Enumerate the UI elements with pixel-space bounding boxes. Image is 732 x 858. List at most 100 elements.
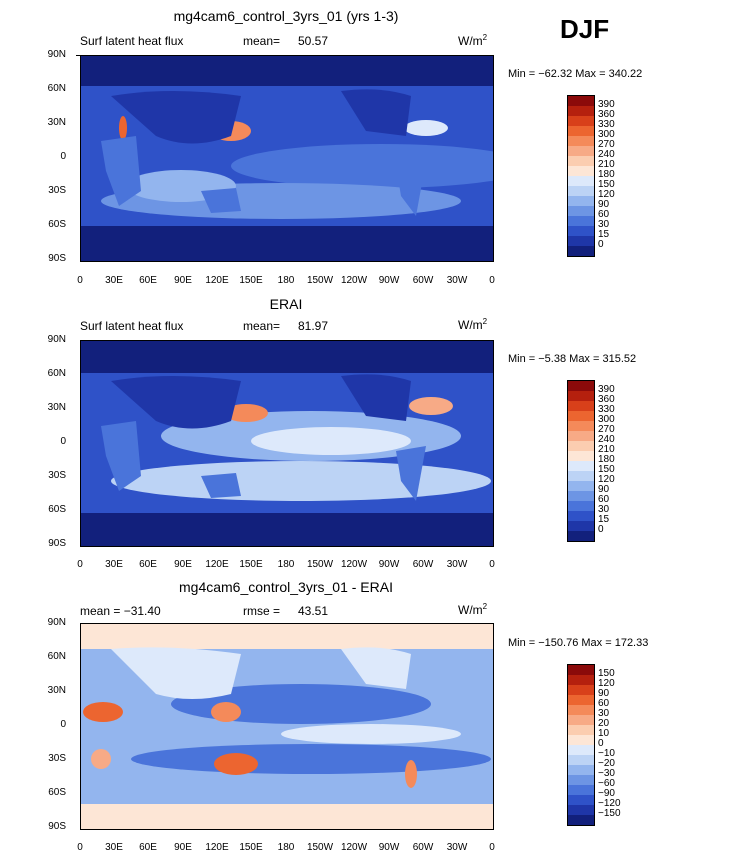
panel3-xtick: 90E — [174, 842, 192, 853]
colorbar-swatch — [568, 96, 594, 106]
colorbar-swatch — [568, 685, 594, 695]
panel2-eurasia — [111, 376, 241, 429]
panel1-title: mg4cam6_control_3yrs_01 (yrs 1-3) — [173, 8, 399, 24]
panel3-rmse-value: 43.51 — [298, 604, 329, 618]
colorbar-level-label: 180 — [598, 169, 615, 180]
panel1-xtick: 120E — [205, 275, 229, 286]
panel3-australia — [214, 753, 258, 775]
colorbar-level-label: 240 — [598, 149, 615, 160]
panel3-xtick: 60E — [139, 842, 157, 853]
colorbar-swatch — [568, 461, 594, 471]
colorbar-swatch — [568, 491, 594, 501]
panel1-xtick: 90W — [378, 275, 400, 286]
panel1-units-exp: 2 — [482, 33, 488, 42]
panel1-arctic — [81, 56, 493, 86]
colorbar-level-label: 30 — [598, 504, 610, 515]
panel1-colorbar — [567, 95, 595, 257]
colorbar-swatch — [568, 511, 594, 521]
colorbar-level-label: 360 — [598, 109, 615, 120]
colorbar-swatch — [568, 805, 594, 815]
colorbar-level-label: 270 — [598, 424, 615, 435]
colorbar-swatch — [568, 401, 594, 411]
panel1-xtick: 0 — [489, 275, 495, 286]
colorbar-level-label: 0 — [598, 239, 604, 250]
colorbar-swatch — [568, 411, 594, 421]
panel2-colorbar — [567, 380, 595, 542]
colorbar-level-label: 20 — [598, 718, 610, 729]
colorbar-swatch — [568, 471, 594, 481]
colorbar-level-label: 330 — [598, 404, 615, 415]
colorbar-swatch — [568, 381, 594, 391]
panel2-gulf-stream — [409, 397, 453, 415]
panel1-ytick: 30N — [47, 117, 66, 128]
panel2-arctic — [81, 341, 493, 373]
panel2-xtick: 60E — [139, 559, 157, 570]
panel2-xtick: 30W — [446, 559, 468, 570]
panel3-units-exp: 2 — [482, 602, 488, 611]
colorbar-swatch — [568, 116, 594, 126]
panel2-xtick: 30E — [105, 559, 123, 570]
colorbar-level-label: 10 — [598, 728, 610, 739]
panel2-title: ERAI — [269, 296, 303, 312]
colorbar-level-label: 210 — [598, 159, 615, 170]
colorbar-level-label: −60 — [598, 778, 615, 789]
panel3-ytick: 90N — [47, 617, 66, 628]
colorbar-swatch — [568, 531, 594, 541]
panel2-africa — [101, 421, 141, 491]
colorbar-swatch — [568, 695, 594, 705]
panel2-xtick: 90E — [174, 559, 192, 570]
colorbar-swatch — [568, 176, 594, 186]
colorbar-level-label: 15 — [598, 229, 610, 240]
panel2-kuroshio — [224, 404, 268, 422]
colorbar-level-label: 0 — [598, 524, 604, 535]
panel3-ytick: 60S — [48, 787, 66, 798]
colorbar-swatch — [568, 246, 594, 256]
colorbar-level-label: 150 — [598, 179, 615, 190]
panel3-minmax: Min = −150.76 Max = 172.33 — [508, 637, 649, 649]
colorbar-swatch — [568, 725, 594, 735]
panel1-map — [80, 55, 494, 262]
panel1-xtick: 0 — [77, 275, 83, 286]
panel1-ytick: 0 — [60, 151, 66, 162]
panel1-gulf-stream — [404, 120, 448, 136]
colorbar-level-label: 90 — [598, 688, 610, 699]
panel2-variable: Surf latent heat flux — [80, 319, 184, 333]
panel2-xtick: 120W — [340, 559, 368, 570]
season-label: DJF — [560, 14, 610, 44]
colorbar-swatch — [568, 106, 594, 116]
panel3-xtick: 90W — [378, 842, 400, 853]
colorbar-swatch — [568, 391, 594, 401]
colorbar-level-label: 60 — [598, 209, 610, 220]
colorbar-swatch — [568, 186, 594, 196]
panel3-ytick: 60N — [47, 651, 66, 662]
panel1-xtick: 150W — [306, 275, 334, 286]
panel2-minmax: Min = −5.38 Max = 315.52 — [508, 353, 637, 365]
colorbar-swatch — [568, 166, 594, 176]
panel2-mean-value: 81.97 — [298, 319, 329, 333]
panel2-ytick: 0 — [60, 436, 66, 447]
colorbar-level-label: 120 — [598, 474, 615, 485]
colorbar-swatch — [568, 431, 594, 441]
panel2-xtick: 120E — [205, 559, 229, 570]
panel1-xtick: 30W — [446, 275, 468, 286]
panel2-xtick: 0 — [489, 559, 495, 570]
colorbar-swatch — [568, 146, 594, 156]
panel3-antarctic — [81, 804, 493, 829]
colorbar-swatch — [568, 501, 594, 511]
colorbar-level-label: 0 — [598, 738, 604, 749]
panel2-antarctic — [81, 513, 493, 546]
panel1-ytick: 90N — [47, 49, 66, 60]
panel2-xtick: 150E — [239, 559, 263, 570]
panel3-units-text: W/m — [458, 603, 483, 617]
colorbar-swatch — [568, 481, 594, 491]
panel1-variable: Surf latent heat flux — [80, 34, 184, 48]
colorbar-level-label: 180 — [598, 454, 615, 465]
panel3-xtick: 150W — [306, 842, 334, 853]
colorbar-swatch — [568, 675, 594, 685]
colorbar-level-label: −90 — [598, 788, 615, 799]
colorbar-swatch — [568, 735, 594, 745]
panel2-north-america — [341, 374, 411, 421]
colorbar-level-label: 60 — [598, 698, 610, 709]
panel2-mean-label: mean= — [243, 319, 281, 333]
panel2-xtick: 90W — [378, 559, 400, 570]
